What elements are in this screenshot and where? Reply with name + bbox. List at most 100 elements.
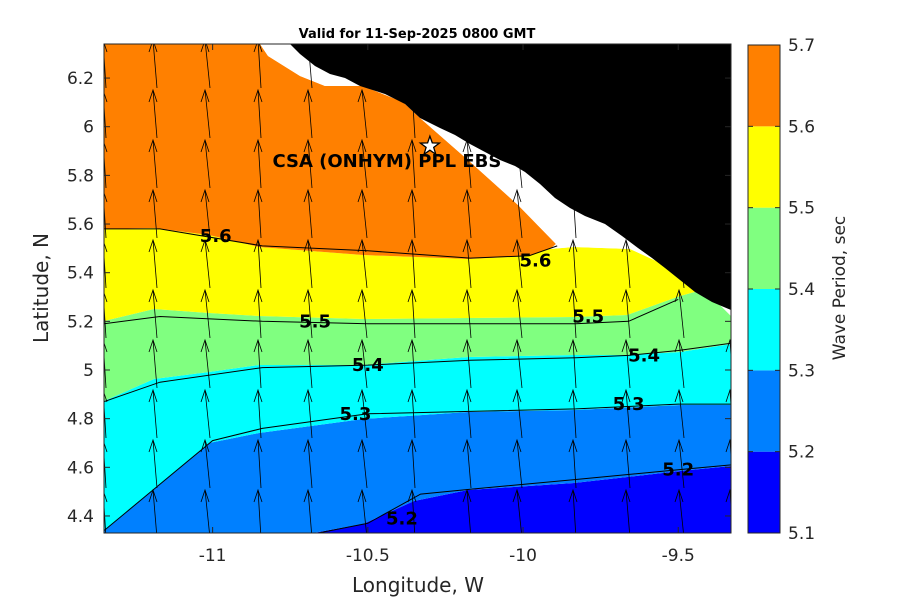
x-tick-label: -11 <box>199 546 227 566</box>
vector-arrowhead <box>512 138 522 153</box>
vector-arrow <box>411 339 416 389</box>
vector-arrowhead <box>407 388 417 403</box>
contour-line-5.5 <box>104 298 679 325</box>
vector-arrowhead <box>303 288 313 303</box>
contour-labels: 5.6 5.6 5.5 5.5 5.4 5.4 5.3 5.3 5.2 5.2 <box>200 226 694 529</box>
vector-arrow <box>152 339 158 389</box>
colorbar-tick-label: 5.7 <box>788 36 815 56</box>
vector-arrowhead <box>200 438 210 453</box>
vector-arrowhead <box>104 441 108 453</box>
vector-arrow <box>625 44 631 89</box>
vector-arrowhead <box>200 138 210 153</box>
vector-arrow <box>152 289 158 339</box>
colorbar-swatch <box>748 451 780 533</box>
vector-arrowhead <box>148 388 158 403</box>
vector-arrow <box>361 89 368 139</box>
vector-arrow <box>361 489 367 533</box>
vector-arrow <box>678 189 685 239</box>
vector-arrow <box>152 139 158 189</box>
vector-arrowhead <box>568 488 578 503</box>
vector-arrowhead <box>303 438 313 453</box>
vector-arrowhead <box>253 488 263 503</box>
vector-arrow <box>152 44 158 89</box>
vector-arrowhead <box>357 88 367 103</box>
vector-arrow <box>572 489 577 533</box>
vector-arrowhead <box>725 88 731 103</box>
vector-arrow <box>516 189 523 239</box>
vector-arrowhead <box>674 238 684 253</box>
colorbar-swatch <box>748 370 780 452</box>
vector-arrowhead <box>407 188 417 203</box>
vector-arrowhead <box>148 338 158 353</box>
vector-arrow <box>361 189 368 239</box>
vector-arrowhead <box>407 138 417 153</box>
vector-arrowhead <box>462 388 472 403</box>
vector-arrowhead <box>253 44 263 53</box>
vector-arrow <box>411 389 416 439</box>
colorbar-swatch <box>748 45 780 127</box>
vector-arrowhead <box>407 44 417 53</box>
y-axis-label: Latitude, N <box>29 233 53 343</box>
vector-arrow <box>257 339 262 389</box>
vector-arrow <box>361 239 368 289</box>
vector-arrowhead <box>674 338 684 353</box>
colorbar-swatch <box>748 207 780 289</box>
vector-arrow <box>678 489 684 533</box>
vector-arrowhead <box>621 88 631 103</box>
y-tick-label: 5.8 <box>67 166 94 186</box>
land-mass <box>290 44 731 310</box>
vector-arrow <box>411 489 416 533</box>
vector-arrowhead <box>253 188 263 203</box>
vector-arrow <box>204 489 210 533</box>
vector-arrow <box>516 439 523 489</box>
vector-arrow <box>572 89 577 139</box>
vector-arrow <box>204 439 211 489</box>
vector-arrow <box>411 189 416 239</box>
vector-arrowhead <box>407 438 417 453</box>
vector-arrowhead <box>253 288 263 303</box>
vector-arrowhead <box>512 338 522 353</box>
vector-arrow <box>307 489 312 533</box>
vector-arrowhead <box>512 188 522 203</box>
vector-arrow <box>466 339 472 389</box>
vector-arrowhead <box>725 488 731 503</box>
vector-arrow <box>152 389 158 439</box>
vector-arrowhead <box>512 288 522 303</box>
contour-label: 5.6 <box>200 226 232 247</box>
y-tick-label: 4.4 <box>67 507 94 527</box>
vector-arrow <box>257 439 262 489</box>
vector-arrow <box>678 439 685 489</box>
vector-arrowhead <box>357 138 367 153</box>
vector-arrowhead <box>621 288 631 303</box>
colorbar-tick-label: 5.4 <box>788 280 815 300</box>
vector-arrow <box>152 489 157 533</box>
vector-arrowhead <box>512 388 522 403</box>
vector-arrowhead <box>512 44 522 53</box>
vector-arrow <box>625 489 630 533</box>
vector-arrow <box>572 139 577 189</box>
vector-arrowhead <box>148 138 158 153</box>
vector-arrow <box>625 389 631 439</box>
vector-arrowhead <box>303 138 313 153</box>
vector-arrowhead <box>200 88 210 103</box>
vector-arrow <box>307 139 313 189</box>
vector-arrowhead <box>357 44 367 53</box>
vector-arrowhead <box>462 138 472 153</box>
y-tick-label: 4.6 <box>67 458 94 478</box>
vector-arrowhead <box>621 188 631 203</box>
vector-arrow <box>205 44 211 89</box>
vector-arrow <box>307 339 313 389</box>
vector-arrow <box>466 189 472 239</box>
vector-arrowhead <box>357 238 367 253</box>
x-tick-label: -10 <box>509 546 537 566</box>
vector-arrowhead <box>725 438 731 453</box>
y-tick-label: 5.2 <box>67 312 94 332</box>
vector-arrowhead <box>621 44 631 53</box>
y-tick-label: 6 <box>83 118 94 138</box>
vector-arrow <box>204 139 211 189</box>
vector-arrow <box>572 44 577 89</box>
vector-arrow <box>307 439 313 489</box>
vector-arrowhead <box>200 488 210 503</box>
site-marker <box>418 134 442 156</box>
